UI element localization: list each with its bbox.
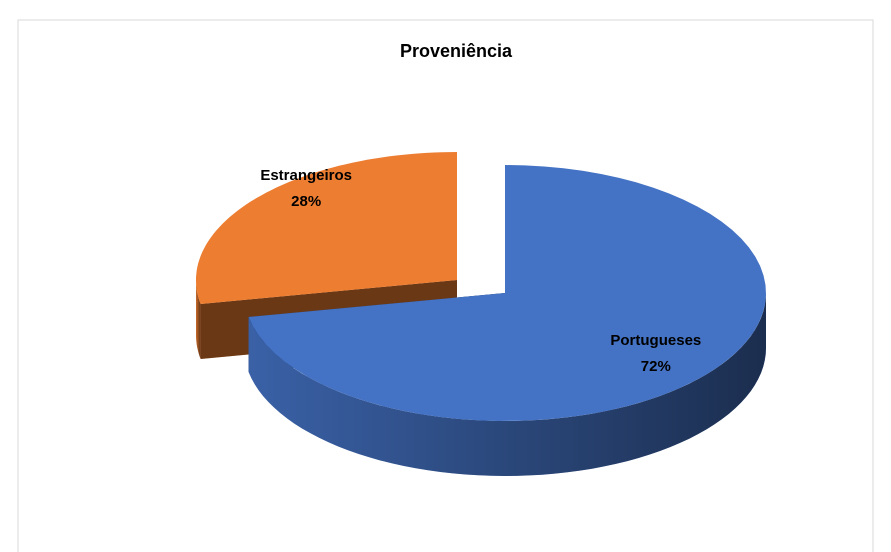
pie: Estrangeiros 28% Portugueses 72%: [196, 152, 767, 476]
chart-title: Proveniência: [400, 41, 513, 61]
slice-side-shade: [248, 293, 767, 476]
slice-value-label: 72%: [641, 358, 671, 375]
slice-category-label: Portugueses: [610, 332, 701, 349]
slice: [248, 165, 767, 421]
slice-value-label: 28%: [291, 193, 321, 210]
slice-category-label: Estrangeiros: [260, 167, 352, 184]
slice-side-shade: [196, 280, 201, 359]
slice: [196, 152, 457, 304]
